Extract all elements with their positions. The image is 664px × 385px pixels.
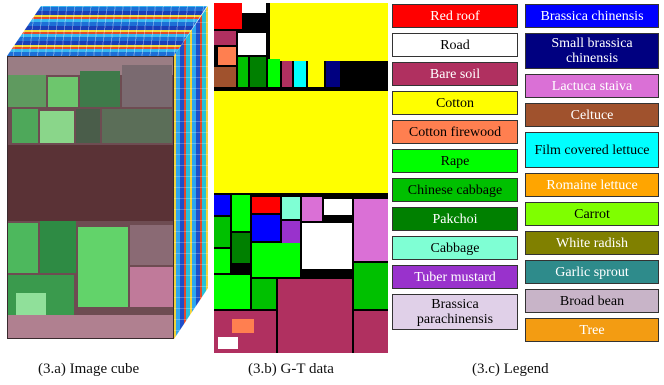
legend-item-carrot: Carrot bbox=[525, 202, 659, 226]
cube-top-face bbox=[7, 6, 207, 56]
legend-item-road: Road bbox=[392, 33, 518, 57]
legend-item-lactuca-staiva: Lactuca staiva bbox=[525, 74, 659, 98]
cube-front-face bbox=[7, 56, 174, 339]
caption-image-cube: (3.a) Image cube bbox=[38, 361, 140, 377]
legend-item-white-radish: White radish bbox=[525, 231, 659, 255]
legend-item-garlic-sprout: Garlic sprout bbox=[525, 260, 659, 284]
legend-item-rape: Rape bbox=[392, 149, 518, 173]
legend-item-cotton-firewood: Cotton firewood bbox=[392, 120, 518, 144]
legend-item-celtuce: Celtuce bbox=[525, 103, 659, 127]
legend-item-red-roof: Red roof bbox=[392, 4, 518, 28]
legend-item-brassica-chinensis: Brassica chinensis bbox=[525, 4, 659, 28]
legend-item-chinese-cabbage: Chinese cabbage bbox=[392, 178, 518, 202]
cube-side-face bbox=[174, 6, 208, 339]
legend-item-cotton: Cotton bbox=[392, 91, 518, 115]
legend-item-film-covered-lettuce: Film covered lettuce bbox=[525, 132, 659, 168]
legend-item-tree: Tree bbox=[525, 318, 659, 342]
legend-item-broad-bean: Broad bean bbox=[525, 289, 659, 313]
legend-item-romaine-lettuce: Romaine lettuce bbox=[525, 173, 659, 197]
legend-item-brassica-parachinensis: Brassica parachinensis bbox=[392, 294, 518, 330]
legend-item-bare-soil: Bare soil bbox=[392, 62, 518, 86]
legend-item-small-brassica-chinensis: Small brassica chinensis bbox=[525, 33, 659, 69]
legend-item-cabbage: Cabbage bbox=[392, 236, 518, 260]
ground-truth-map bbox=[214, 3, 388, 353]
caption-gt-data: (3.b) G-T data bbox=[248, 361, 334, 377]
caption-legend: (3.c) Legend bbox=[472, 361, 549, 377]
legend-item-tuber-mustard: Tuber mustard bbox=[392, 265, 518, 289]
image-cube bbox=[0, 0, 212, 360]
legend-item-pakchoi: Pakchoi bbox=[392, 207, 518, 231]
